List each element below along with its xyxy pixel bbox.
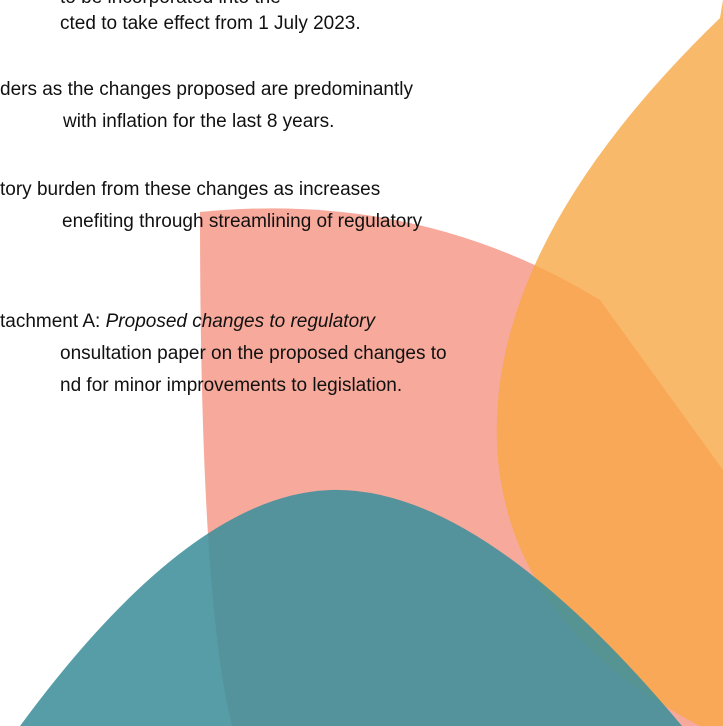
text-line: to be incorporated into the [60,0,281,7]
orange-leaf [496,0,723,726]
text-run: with inflation for the last 8 years. [63,111,335,132]
text-run: cted to take effect from 1 July 2023. [60,13,361,34]
text-run: enefiting through streamlining of regula… [62,211,423,232]
text-run: nd for minor improvements to legislation… [60,375,403,396]
text-run: onsultation paper on the proposed change… [60,343,447,364]
text-run: tory burden from these changes as increa… [0,179,381,200]
text-line: tory burden from these changes as increa… [0,180,380,199]
text-line: with inflation for the last 8 years. [63,112,334,131]
text-line: ders as the changes proposed are predomi… [0,80,413,99]
text-line: enefiting through streamlining of regula… [62,212,422,231]
italic-run: Proposed changes to regulatory [105,311,375,332]
text-line: tachment A: Proposed changes to regulato… [0,312,375,331]
text-run: ders as the changes proposed are predomi… [0,79,413,100]
teal-dome [20,489,682,726]
text-line: onsultation paper on the proposed change… [60,344,447,363]
text-run: tachment A: [0,311,106,332]
text-line: nd for minor improvements to legislation… [60,376,402,395]
text-run: to be incorporated into the [60,0,281,8]
text-line: cted to take effect from 1 July 2023. [60,14,361,33]
